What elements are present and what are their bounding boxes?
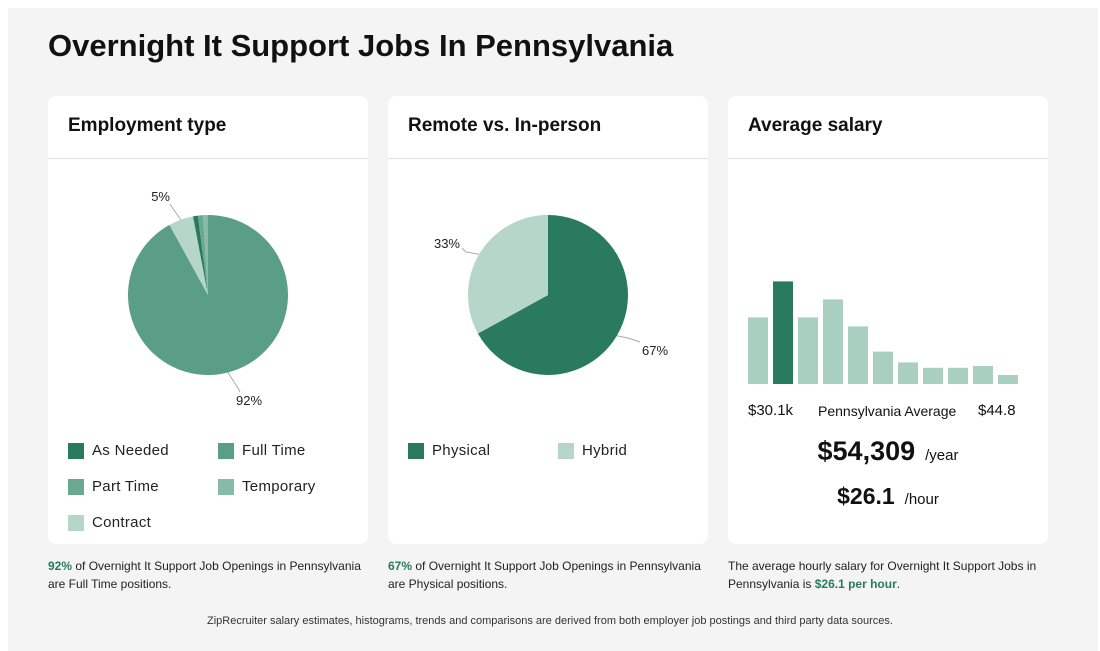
pie-label-leader [616, 335, 641, 343]
legend-swatch [68, 478, 84, 495]
employment-type-card: Employment type 5% 92% As Needed Full Tim… [48, 96, 368, 544]
yearly-salary-value: $54,309 [817, 436, 916, 466]
legend-label: Contract [92, 514, 152, 531]
salary-caption: The average hourly salary for Overnight … [728, 557, 1048, 593]
salary-histogram [748, 281, 1018, 384]
state-average-label: Pennsylvania Average [818, 403, 957, 419]
histogram-bar [898, 362, 918, 384]
histogram-bar [873, 351, 893, 384]
employment-type-pie-chart: 5% 92% [128, 189, 288, 408]
legend-swatch [218, 442, 234, 459]
pie-label-leader [169, 203, 182, 221]
histogram-bar [948, 367, 968, 384]
pie-slice-temporary [202, 215, 208, 295]
caption-text-end: . [896, 577, 901, 591]
legend-label: Hybrid [582, 442, 628, 459]
legend-swatch [218, 478, 234, 495]
card-title: Average salary [748, 115, 883, 136]
hourly-salary: $26.1/hour [728, 483, 1048, 510]
remote-caption: 67% of Overnight It Support Job Openings… [388, 557, 708, 593]
card-divider [388, 158, 708, 159]
yearly-salary: $54,309/year [728, 436, 1048, 467]
legend-swatch [68, 514, 84, 531]
pie-data-label: 92% [236, 393, 262, 408]
pie-slice-part-time [197, 215, 208, 295]
legend-label: Part Time [92, 478, 159, 495]
histogram-bar [848, 326, 868, 384]
histogram-bar [823, 299, 843, 384]
card-title: Remote vs. In-person [408, 115, 602, 136]
pie-label-leader [461, 247, 480, 255]
legend-label: Physical [432, 442, 491, 459]
legend-label: Full Time [242, 442, 306, 459]
remote-vs-in-person-card: Remote vs. In-person 67% 33% Physical Hyb… [388, 96, 708, 544]
average-salary-card: Average salary $30.1k Pennsylvania Avera… [728, 96, 1048, 544]
histogram-bar [973, 366, 993, 384]
histogram-bar-highlighted [773, 281, 793, 384]
histogram-bar [923, 367, 943, 384]
page-title: Overnight It Support Jobs In Pennsylvani… [48, 28, 674, 63]
remote-vs-in-person-pie-chart: 67% 33% [434, 215, 668, 375]
pie-data-label: 5% [151, 189, 170, 204]
legend-swatch [68, 442, 84, 459]
legend-item-full-time: Full Time [218, 442, 306, 459]
legend-label: Temporary [242, 478, 316, 495]
hourly-salary-unit: /hour [904, 491, 939, 508]
pie-slice-contract [169, 216, 208, 295]
pie-slice-as-needed [193, 215, 208, 295]
pie-data-label: 33% [434, 236, 460, 251]
card-title: Employment type [68, 115, 227, 136]
pie-slice-hybrid [468, 215, 548, 334]
legend-item-physical: Physical [408, 442, 490, 459]
histogram-bar [998, 375, 1018, 384]
legend-item-contract: Contract [68, 514, 151, 531]
hourly-salary-value: $26.1 [837, 483, 895, 509]
legend-swatch [558, 442, 574, 459]
caption-text: of Overnight It Support Job Openings in … [48, 559, 361, 591]
card-divider [728, 158, 1048, 159]
pie-label-leader [227, 372, 241, 393]
caption-highlight: 92% [48, 559, 73, 573]
legend-item-part-time: Part Time [68, 478, 159, 495]
card-divider [48, 158, 368, 159]
pie-slice-physical [477, 215, 628, 375]
caption-text: of Overnight It Support Job Openings in … [388, 559, 701, 591]
legend-item-as-needed: As Needed [68, 442, 169, 459]
legend-item-hybrid: Hybrid [558, 442, 627, 459]
histogram-bar [748, 317, 768, 384]
legend-label: As Needed [92, 442, 169, 459]
caption-highlight: 67% [388, 559, 413, 573]
legend-item-temporary: Temporary [218, 478, 316, 495]
legend-swatch [408, 442, 424, 459]
caption-text: The average hourly salary for Overnight … [728, 559, 1037, 591]
salary-range-max: $44.8 [978, 402, 1016, 419]
pie-data-label: 67% [642, 343, 668, 358]
salary-range-min: $30.1k [748, 402, 794, 419]
footer-disclaimer: ZipRecruiter salary estimates, histogram… [207, 615, 893, 627]
employment-type-caption: 92% of Overnight It Support Job Openings… [48, 557, 368, 593]
yearly-salary-unit: /year [925, 447, 959, 464]
histogram-bar [798, 317, 818, 384]
caption-highlight: $26.1 per hour [814, 577, 897, 591]
